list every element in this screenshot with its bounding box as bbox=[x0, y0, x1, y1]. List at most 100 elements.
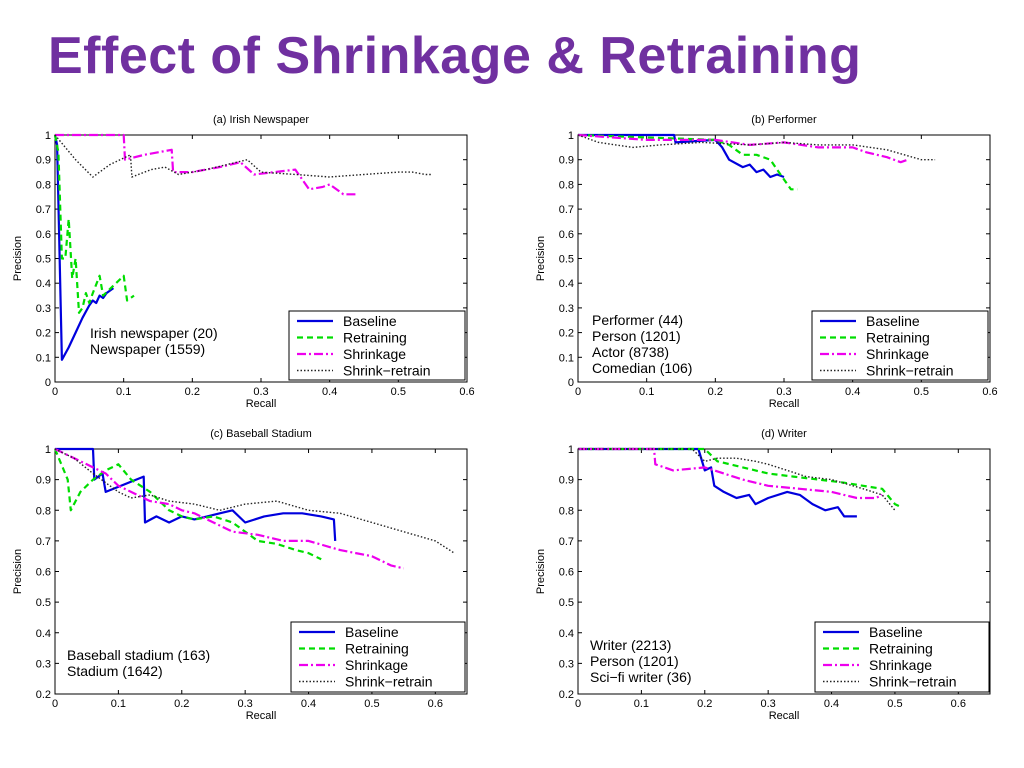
x-tick-label: 0.5 bbox=[914, 386, 929, 398]
y-tick-label: 0.9 bbox=[36, 475, 51, 487]
annotation-line: Actor (8738) bbox=[592, 344, 669, 360]
annotation-line: Newspaper (1559) bbox=[90, 341, 205, 357]
y-tick-label: 0.8 bbox=[559, 505, 574, 517]
annotation-line: Person (1201) bbox=[590, 653, 679, 669]
chart-panel-3: (c) Baseball Stadium 0 0.1 0.2 0.3 0.4 0.5 0.6 0… bbox=[12, 428, 468, 722]
series-line-shrink-retrain bbox=[54, 134, 433, 178]
x-tick-label: 0 bbox=[52, 698, 58, 710]
x-tick-label: 0.6 bbox=[459, 386, 474, 398]
y-axis-label: Precision bbox=[535, 236, 547, 281]
annotation-line: Comedian (106) bbox=[592, 360, 692, 376]
x-axis-label: Recall bbox=[769, 710, 800, 722]
x-tick-label: 0.1 bbox=[634, 698, 649, 710]
y-tick-label: 0.9 bbox=[36, 155, 51, 167]
x-tick-label: 0.3 bbox=[776, 386, 791, 398]
x-tick-label: 0 bbox=[575, 698, 581, 710]
y-tick-label: 0.4 bbox=[559, 278, 574, 290]
chart-panel-4: (d) Writer 0 0.1 0.2 0.3 0.4 0.5 0.6 0.2 0.3 0.4 0.… bbox=[535, 428, 991, 722]
y-tick-label: 0.8 bbox=[36, 179, 51, 191]
x-tick-label: 0.2 bbox=[708, 386, 723, 398]
series-line-shrinkage bbox=[578, 447, 883, 500]
y-tick-label: 0.5 bbox=[559, 597, 574, 609]
legend-label: Retraining bbox=[345, 641, 409, 657]
legend-label: Shrinkage bbox=[345, 657, 408, 673]
x-axis-label: Recall bbox=[246, 710, 277, 722]
series-line-retraining bbox=[578, 447, 902, 509]
y-tick-label: 0 bbox=[45, 377, 51, 389]
legend-label: Shrinkage bbox=[343, 346, 406, 362]
series-line-baseline bbox=[55, 447, 337, 541]
series-line-baseline bbox=[53, 134, 115, 361]
series-line-shrinkage bbox=[54, 448, 404, 570]
y-tick-label: 0.7 bbox=[559, 204, 574, 216]
y-tick-label: 0.4 bbox=[36, 628, 51, 640]
legend-label: Shrinkage bbox=[866, 346, 929, 362]
y-tick-label: 0.4 bbox=[559, 628, 574, 640]
annotation-line: Baseball stadium (163) bbox=[67, 647, 210, 663]
y-tick-label: 0.9 bbox=[559, 475, 574, 487]
y-tick-label: 0.3 bbox=[36, 658, 51, 670]
annotation-line: Person (1201) bbox=[592, 328, 681, 344]
legend-label: Shrinkage bbox=[869, 657, 932, 673]
x-tick-label: 0.2 bbox=[174, 698, 189, 710]
legend-label: Shrink−retrain bbox=[343, 363, 431, 379]
y-tick-label: 0.5 bbox=[36, 254, 51, 266]
series-line-baseline bbox=[578, 133, 785, 179]
x-tick-label: 0.6 bbox=[428, 698, 443, 710]
y-axis-label: Precision bbox=[12, 236, 24, 281]
y-tick-label: 0.6 bbox=[36, 229, 51, 241]
series-line-shrink-retrain bbox=[54, 448, 455, 554]
y-tick-label: 0 bbox=[568, 377, 574, 389]
x-tick-label: 0.6 bbox=[951, 698, 966, 710]
x-tick-label: 0.4 bbox=[845, 386, 860, 398]
y-tick-label: 0.6 bbox=[559, 567, 574, 579]
y-tick-label: 0.3 bbox=[559, 658, 574, 670]
y-tick-label: 0.6 bbox=[36, 567, 51, 579]
series-line-shrinkage bbox=[55, 133, 358, 196]
chart-title: (b) Performer bbox=[751, 114, 817, 126]
legend-label: Baseline bbox=[345, 624, 399, 640]
x-tick-label: 0.6 bbox=[982, 386, 997, 398]
x-tick-label: 0.4 bbox=[322, 386, 337, 398]
annotation-line: Writer (2213) bbox=[590, 637, 671, 653]
annotation-line: Irish newspaper (20) bbox=[90, 325, 218, 341]
x-tick-label: 0.3 bbox=[253, 386, 268, 398]
y-axis-label: Precision bbox=[535, 549, 547, 594]
legend-box bbox=[288, 310, 466, 381]
x-tick-label: 0.4 bbox=[824, 698, 839, 710]
legend-label: Shrink−retrain bbox=[869, 674, 957, 690]
series-line-shrink-retrain bbox=[578, 448, 896, 511]
x-tick-label: 0.5 bbox=[887, 698, 902, 710]
legend-label: Shrink−retrain bbox=[866, 363, 954, 379]
legend-label: Retraining bbox=[866, 330, 930, 346]
legend-label: Baseline bbox=[343, 313, 397, 329]
legend-label: Retraining bbox=[869, 641, 933, 657]
chart-title: (d) Writer bbox=[761, 428, 807, 440]
series-line-baseline bbox=[578, 447, 857, 518]
chart-title: (c) Baseball Stadium bbox=[210, 428, 312, 440]
annotation-line: Stadium (1642) bbox=[67, 663, 163, 679]
y-tick-label: 0.7 bbox=[36, 204, 51, 216]
y-tick-label: 0.1 bbox=[559, 352, 574, 364]
y-tick-label: 0.1 bbox=[36, 352, 51, 364]
legend-box bbox=[814, 621, 990, 693]
slide-title: Effect of Shrinkage & Retraining bbox=[48, 27, 862, 85]
y-tick-label: 1 bbox=[568, 444, 574, 456]
y-tick-label: 1 bbox=[568, 130, 574, 142]
chart-panel-2: (b) Performer 0 0.1 0.2 0.3 0.4 0.5 0.6 0 0.1 0.2 0… bbox=[535, 114, 998, 410]
y-tick-label: 0.5 bbox=[36, 597, 51, 609]
chart-panel-1: (a) Irish Newspaper 0 0.1 0.2 0.3 0.4 0.5 0.6 0 0… bbox=[12, 114, 475, 410]
legend-box bbox=[811, 310, 989, 381]
legend-label: Shrink−retrain bbox=[345, 674, 433, 690]
x-tick-label: 0.5 bbox=[391, 386, 406, 398]
x-tick-label: 0.2 bbox=[185, 386, 200, 398]
annotation-line: Sci−fi writer (36) bbox=[590, 669, 692, 685]
series-line-retraining bbox=[577, 133, 798, 191]
y-tick-label: 0.5 bbox=[559, 254, 574, 266]
x-axis-label: Recall bbox=[246, 398, 277, 410]
x-tick-label: 0.5 bbox=[364, 698, 379, 710]
series-line-retraining bbox=[53, 448, 322, 561]
y-tick-label: 0.7 bbox=[559, 536, 574, 548]
y-tick-label: 0.6 bbox=[559, 229, 574, 241]
